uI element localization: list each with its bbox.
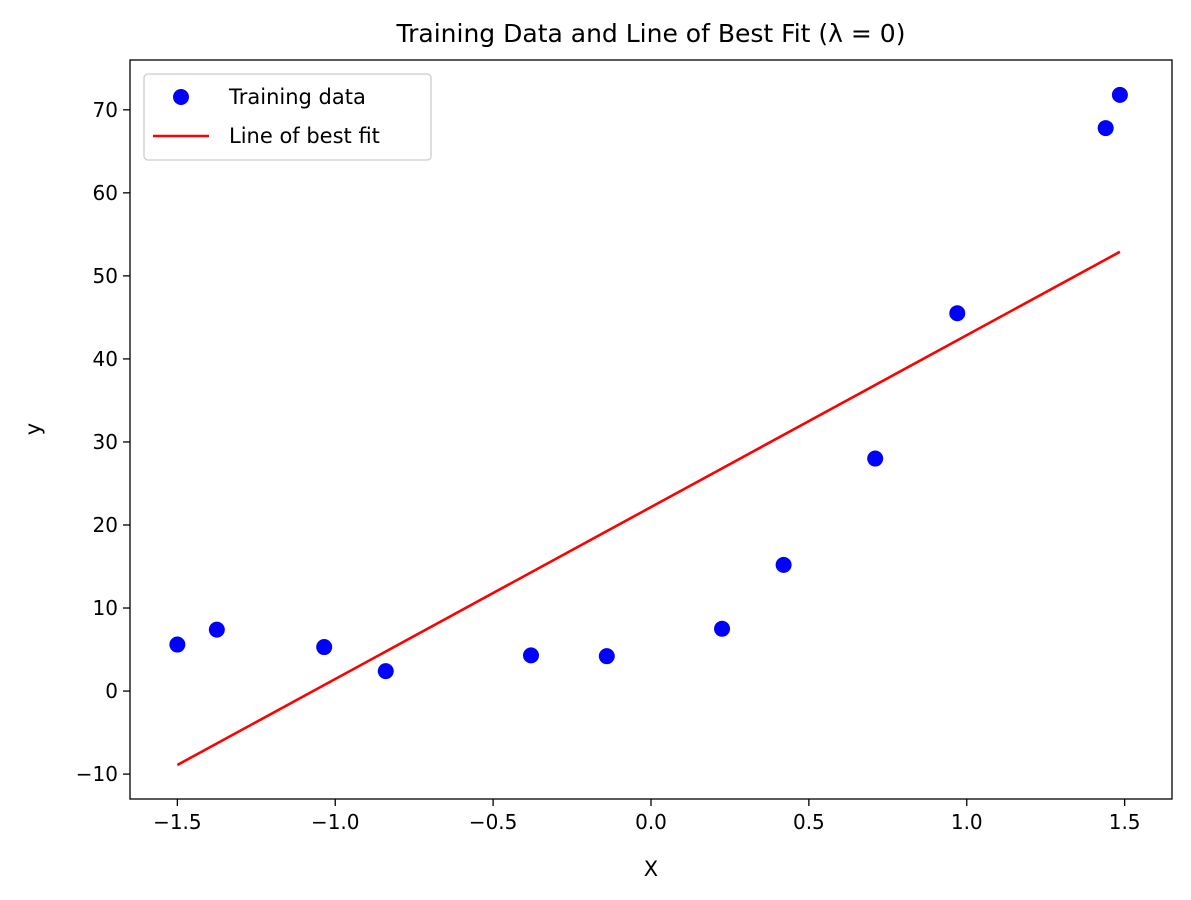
scatter-point — [208, 621, 225, 638]
plot-frame — [129, 59, 1173, 800]
scatter-point — [316, 639, 333, 656]
scatter-point — [377, 663, 394, 680]
y-tick-label: 60 — [93, 181, 118, 205]
x-tick-label: 0.5 — [793, 810, 825, 834]
x-axis-label: X — [644, 857, 658, 881]
x-tick-label: −1.5 — [153, 810, 202, 834]
y-tick-label: 50 — [93, 264, 118, 288]
y-tick-label: 70 — [93, 98, 118, 122]
best-fit-line — [176, 250, 1121, 767]
y-tick-label: 30 — [93, 430, 118, 454]
x-tick-label: 0.0 — [635, 810, 667, 834]
x-tick-label: −0.5 — [469, 810, 518, 834]
y-tick-label: −10 — [76, 762, 118, 786]
chart-title: Training Data and Line of Best Fit (λ = … — [396, 19, 906, 48]
plot-area — [169, 86, 1128, 767]
scatter-point — [714, 620, 731, 637]
scatter-point — [949, 305, 966, 322]
y-axis-label: y — [21, 423, 45, 435]
legend-marker-scatter — [173, 89, 189, 105]
axes: −1.5 −1.0 −0.5 0.0 0.5 1.0 1.5 −10 0 10 20 30 40 50 60… — [76, 98, 1141, 834]
scatter-point — [1111, 86, 1128, 103]
scatter-point — [169, 636, 186, 653]
y-tick-label: 20 — [93, 513, 118, 537]
y-tick-label: 40 — [93, 347, 118, 371]
legend-box — [143, 73, 432, 161]
scatter-point — [598, 648, 615, 665]
scatter-point — [523, 647, 540, 664]
scatter-point — [1097, 120, 1114, 137]
x-tick-label: 1.0 — [951, 810, 983, 834]
y-tick-label: 0 — [105, 679, 118, 703]
scatter-point — [867, 450, 884, 467]
legend-label: Training data — [228, 85, 366, 109]
legend-label: Line of best fit — [229, 124, 380, 148]
legend: Training data Line of best fit — [143, 73, 432, 161]
y-tick-label: 10 — [93, 596, 118, 620]
scatter-point — [775, 556, 792, 573]
x-tick-label: 1.5 — [1109, 810, 1141, 834]
x-tick-label: −1.0 — [311, 810, 360, 834]
